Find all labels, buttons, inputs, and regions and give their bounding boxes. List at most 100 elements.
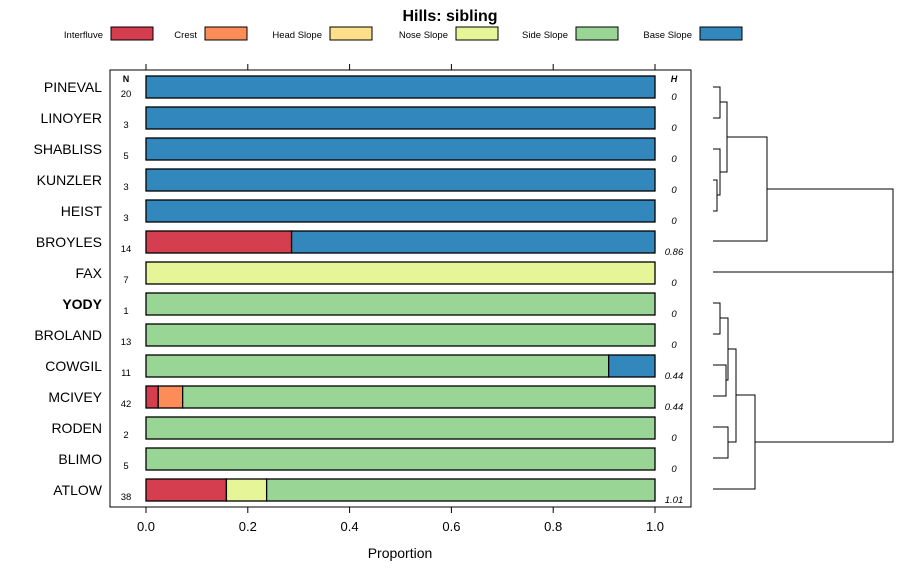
row-shabliss: SHABLISS 5 0 (34, 137, 677, 165)
dendrogram-branch-pineval-linoyer (713, 86, 721, 119)
dendrogram-branch-yody-broland (713, 302, 721, 335)
row-atlow: ATLOW 38 1.01 (53, 478, 684, 506)
x-axis: 0.0 0.2 0.4 0.6 0.8 1.0 (137, 64, 664, 534)
row-label-atlow: ATLOW (53, 482, 103, 498)
legend-swatch-nose-slope (455, 26, 499, 41)
row-h-shabliss: 0 (671, 154, 677, 165)
legend-swatch-base-slope (699, 26, 743, 41)
bar-roden-side-slope (145, 416, 656, 440)
dendrogram-branch-broyles (713, 136, 768, 242)
x-tick-label-2: 0.4 (341, 519, 359, 534)
legend-label-base-slope: Base Slope (643, 30, 692, 41)
bar-mcivey-crest (157, 385, 184, 409)
legend-label-interfluve: Interfluve (64, 30, 103, 41)
row-mcivey: MCIVEY 42 0.44 (48, 385, 684, 413)
bar-yody-side-slope (145, 292, 656, 316)
row-roden: RODEN 2 0 (51, 416, 677, 444)
row-n-shabliss: 5 (123, 151, 128, 162)
row-n-cowgil: 11 (121, 368, 131, 379)
n-header: N (123, 74, 130, 84)
row-label-pineval: PINEVAL (44, 79, 102, 95)
bar-cowgil-side-slope (145, 354, 610, 378)
legend-swatch-side-slope (575, 26, 619, 41)
bar-fax-nose-slope (145, 261, 656, 285)
bar-shabliss-base-slope (145, 137, 656, 161)
row-h-blimo: 0 (671, 464, 677, 475)
bar-kunzler-base-slope (145, 168, 656, 192)
dendrogram-branch-fax (713, 188, 894, 273)
row-h-mcivey: 0.44 (665, 402, 684, 413)
x-tick-label-3: 0.6 (442, 519, 460, 534)
row-label-broyles: BROYLES (36, 234, 102, 250)
row-n-yody: 1 (123, 306, 128, 317)
bar-atlow-interfluve (145, 478, 228, 502)
row-broland: BROLAND 13 0 (34, 323, 677, 351)
bar-broyles-interfluve (145, 230, 293, 254)
h-header: H (671, 74, 678, 84)
row-n-linoyer: 3 (123, 120, 128, 131)
x-tick-label-5: 1.0 (646, 519, 664, 534)
row-label-roden: RODEN (51, 420, 102, 436)
row-h-broland: 0 (671, 340, 677, 351)
row-h-heist: 0 (671, 216, 677, 227)
legend: Interfluve Crest Head Slope Nose Slope Side … (64, 26, 743, 41)
row-h-cowgil: 0.44 (665, 371, 684, 382)
row-label-cowgil: COWGIL (45, 358, 102, 374)
bar-atlow-side-slope (265, 478, 656, 502)
row-n-fax: 7 (123, 275, 128, 286)
chart-title: Hills: sibling (402, 8, 497, 25)
row-h-broyles: 0.86 (665, 247, 684, 258)
bar-blimo-side-slope (145, 447, 656, 471)
bar-linoyer-base-slope (145, 106, 656, 130)
row-h-roden: 0 (671, 433, 677, 444)
row-n-broyles: 14 (121, 244, 132, 255)
dendrogram-branch-low (728, 348, 737, 443)
row-label-kunzler: KUNZLER (37, 172, 102, 188)
bar-mcivey-interfluve (145, 385, 159, 409)
row-h-yody: 0 (671, 309, 677, 320)
dendrogram-branch-cowgil-mcivey (713, 364, 727, 397)
row-h-atlow: 1.01 (665, 495, 684, 506)
row-label-shabliss: SHABLISS (34, 141, 102, 157)
legend-swatch-head-slope (329, 26, 373, 41)
row-label-fax: FAX (76, 265, 103, 281)
row-label-linoyer: LINOYER (41, 110, 102, 126)
dendrogram (713, 86, 894, 490)
row-label-broland: BROLAND (34, 327, 102, 343)
dendrogram-branch-root (755, 272, 894, 443)
row-cowgil: COWGIL 11 0.44 (45, 354, 684, 382)
row-n-roden: 2 (123, 430, 128, 441)
row-h-kunzler: 0 (671, 185, 677, 196)
row-n-pineval: 20 (121, 89, 132, 100)
x-tick-label-4: 0.8 (544, 519, 562, 534)
x-tick-label-1: 0.2 (239, 519, 257, 534)
row-n-heist: 3 (123, 213, 128, 224)
dendrogram-branch-four (720, 101, 728, 173)
bar-pineval-base-slope (145, 75, 656, 99)
legend-swatch-crest (204, 26, 248, 41)
row-label-blimo: BLIMO (58, 451, 102, 467)
row-label-mcivey: MCIVEY (48, 389, 102, 405)
x-axis-label: Proportion (368, 545, 433, 561)
row-n-broland: 13 (121, 337, 132, 348)
legend-label-nose-slope: Nose Slope (399, 30, 448, 41)
dendrogram-branch-kunzler-heist (713, 179, 718, 212)
row-pineval: PINEVAL 20 0 (44, 75, 677, 103)
row-h-pineval: 0 (671, 92, 677, 103)
row-kunzler: KUNZLER 3 0 (37, 168, 677, 196)
row-yody: YODY 1 0 (62, 292, 677, 320)
bar-cowgil-base-slope (608, 354, 656, 378)
row-fax: FAX 7 0 (76, 261, 677, 289)
legend-label-side-slope: Side Slope (522, 30, 568, 41)
legend-swatch-interfluve (110, 26, 154, 41)
legend-label-crest: Crest (174, 30, 197, 41)
bar-broyles-base-slope (290, 230, 656, 254)
row-h-linoyer: 0 (671, 123, 677, 134)
dendrogram-branch-y-cm (720, 317, 729, 381)
row-n-blimo: 5 (123, 461, 128, 472)
dendrogram-branch-roden-blimo (713, 426, 729, 459)
row-broyles: BROYLES 14 0.86 (36, 230, 684, 258)
row-heist: HEIST 3 0 (61, 199, 677, 227)
